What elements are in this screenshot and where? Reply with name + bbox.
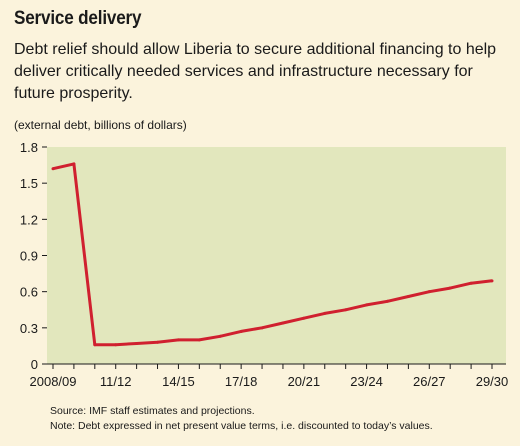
data-point [260, 326, 264, 330]
data-point [406, 294, 410, 298]
data-point [385, 299, 389, 303]
data-point [281, 321, 285, 325]
x-tick-label: 20/21 [288, 374, 321, 389]
debt-line-chart: 0 0.3 0.6 0.9 1.2 1.5 1.8 2008/09 11/12 14/15 17/… [20, 140, 509, 389]
series-points [51, 162, 494, 347]
y-tick-label: 0.9 [20, 249, 38, 264]
data-point [427, 290, 431, 294]
x-tick-label: 11/12 [100, 374, 132, 389]
x-tick-label: 23/24 [350, 374, 383, 389]
y-axis: 0 0.3 0.6 0.9 1.2 1.5 1.8 [20, 140, 47, 372]
x-tick-label: 26/27 [413, 374, 446, 389]
chart-subtitle: Debt relief should allow Liberia to secu… [14, 41, 497, 102]
data-point [72, 162, 76, 166]
data-point [448, 286, 452, 290]
y-tick-label: 1.5 [20, 176, 38, 191]
data-point [114, 343, 118, 347]
data-point [156, 340, 160, 344]
data-point [302, 316, 306, 320]
source-note: Source: IMF staff estimates and projecti… [50, 405, 255, 417]
data-point [469, 281, 473, 285]
plot-area [47, 147, 506, 364]
data-point [344, 308, 348, 312]
data-point [51, 167, 55, 171]
chart-notes: Source: IMF staff estimates and projecti… [50, 404, 433, 434]
unit-note: (external debt, billions of dollars) [14, 118, 187, 132]
x-tick-label: 29/30 [476, 374, 509, 389]
data-point [176, 338, 180, 342]
data-point [93, 343, 97, 347]
series-line-external-debt [52, 162, 493, 347]
data-point [197, 338, 201, 342]
x-axis: 2008/09 11/12 14/15 17/18 20/21 23/24 26/27 29/… [30, 363, 509, 389]
y-tick-label: 0.6 [20, 285, 38, 300]
x-tick-label: 14/15 [162, 374, 195, 389]
footnote: Note: Debt expressed in net present valu… [50, 420, 433, 432]
y-tick-label: 1.8 [20, 140, 38, 155]
x-tick-label: 17/18 [225, 374, 258, 389]
y-tick-label: 1.2 [20, 212, 38, 227]
x-tick-label: 2008/09 [30, 374, 77, 389]
data-point [218, 334, 222, 338]
data-point [490, 279, 494, 283]
y-tick-label: 0 [31, 357, 38, 372]
data-point [135, 342, 139, 346]
chart-title: Service delivery [14, 8, 142, 29]
y-tick-label: 0.3 [20, 321, 38, 336]
data-point [323, 311, 327, 315]
data-point [365, 303, 369, 307]
data-point [239, 329, 243, 333]
